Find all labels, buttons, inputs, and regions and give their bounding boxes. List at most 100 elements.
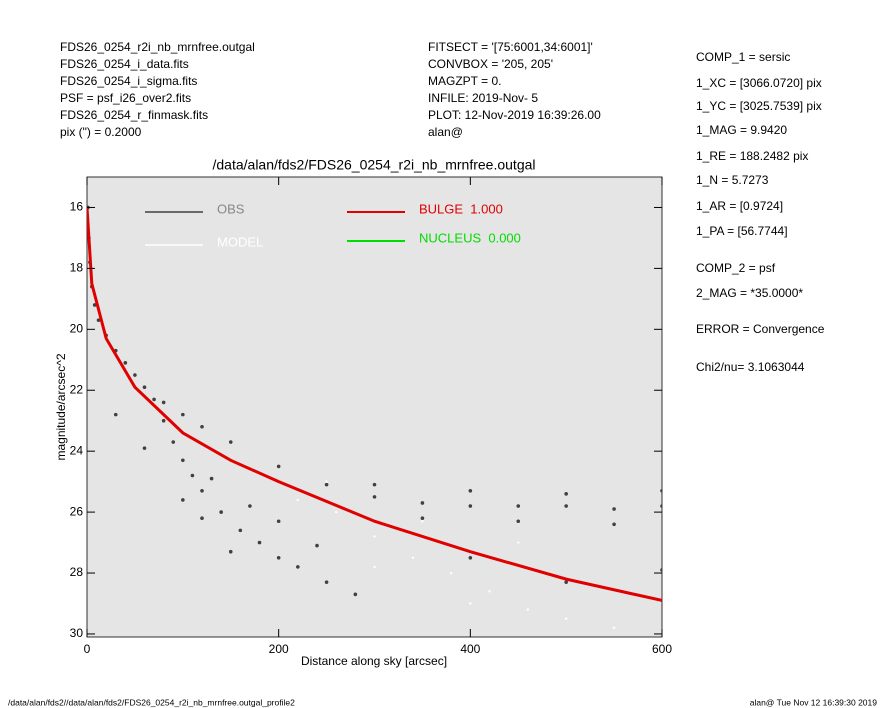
data-point bbox=[372, 495, 377, 499]
y-tick-label: 20 bbox=[70, 321, 84, 335]
legend-label: OBS bbox=[217, 201, 245, 216]
footer-right: alan@ Tue Nov 12 16:39:30 2019 bbox=[750, 697, 878, 707]
data-point bbox=[516, 504, 521, 508]
fit-parameter: 1_XC = [3066.0720] pix bbox=[696, 76, 822, 90]
data-point bbox=[372, 482, 377, 487]
header-center-line: alan@ bbox=[428, 125, 463, 139]
data-point bbox=[276, 555, 281, 560]
data-point bbox=[468, 555, 473, 560]
fit-parameter: COMP_1 = sersic bbox=[696, 50, 790, 64]
header-center-line: CONVBOX = '205, 205' bbox=[428, 57, 553, 71]
header-center-line: PLOT: 12-Nov-2019 16:39:26.00 bbox=[428, 108, 601, 122]
y-tick-label: 18 bbox=[70, 261, 84, 275]
data-point bbox=[181, 498, 185, 502]
data-point bbox=[161, 400, 166, 405]
data-point bbox=[526, 608, 530, 611]
data-point bbox=[248, 504, 252, 508]
data-point bbox=[421, 520, 424, 523]
data-point bbox=[517, 541, 520, 544]
data-point bbox=[564, 580, 568, 584]
fit-parameter: 2_MAG = *35.0000* bbox=[696, 286, 803, 300]
data-point bbox=[334, 510, 338, 514]
data-point bbox=[420, 501, 425, 505]
data-point bbox=[612, 522, 616, 527]
data-point bbox=[142, 385, 147, 389]
x-tick-label: 600 bbox=[652, 642, 672, 656]
data-point bbox=[181, 458, 185, 463]
model-line bbox=[87, 207, 662, 602]
data-point bbox=[353, 592, 358, 597]
data-point bbox=[660, 488, 662, 493]
footer-left: /data/alan/fds2//data/alan/fds2/FDS26_02… bbox=[8, 697, 295, 707]
data-point bbox=[92, 303, 97, 307]
y-tick-label: 30 bbox=[70, 626, 84, 640]
data-point bbox=[190, 473, 195, 478]
data-point bbox=[228, 549, 233, 554]
data-point bbox=[257, 540, 262, 545]
data-point bbox=[209, 476, 214, 481]
legend-label: BULGE 1.000 bbox=[419, 201, 503, 216]
data-point bbox=[411, 556, 415, 559]
y-tick-label: 28 bbox=[70, 565, 84, 579]
data-point bbox=[612, 507, 616, 511]
header-left-line: pix (") = 0.2000 bbox=[60, 125, 142, 139]
plot-area bbox=[86, 176, 663, 638]
fit-parameter: 1_AR = [0.9724] bbox=[696, 199, 783, 213]
data-point bbox=[200, 488, 204, 493]
header-center-line: INFILE: 2019-Nov- 5 bbox=[428, 91, 538, 105]
data-point bbox=[161, 418, 166, 423]
data-point bbox=[181, 412, 185, 417]
x-tick-label: 400 bbox=[460, 642, 480, 656]
header-left-line: FDS26_0254_r2i_nb_mrnfree.outgal bbox=[60, 40, 255, 54]
header-center-line: FITSECT = '[75:6001,34:6001]' bbox=[428, 40, 593, 54]
data-point bbox=[171, 440, 176, 444]
plot-marks bbox=[87, 205, 662, 636]
data-point bbox=[238, 528, 243, 533]
x-axis-label: Distance along sky [arcsec] bbox=[301, 654, 447, 668]
data-point bbox=[324, 580, 329, 584]
data-point bbox=[219, 510, 223, 514]
fit-parameter: 1_RE = 188.2482 pix bbox=[696, 149, 808, 163]
data-point bbox=[516, 519, 521, 524]
data-point bbox=[152, 397, 156, 402]
data-point bbox=[315, 543, 319, 548]
data-point bbox=[276, 519, 281, 524]
fit-parameter: 1_N = 5.7273 bbox=[696, 173, 769, 187]
data-point bbox=[296, 498, 300, 502]
data-point bbox=[113, 412, 118, 417]
header-left-line: FDS26_0254_r_finmask.fits bbox=[60, 108, 208, 122]
y-tick-label: 22 bbox=[70, 382, 84, 396]
data-point bbox=[373, 535, 376, 538]
data-point bbox=[200, 425, 204, 429]
data-point bbox=[228, 440, 233, 444]
header-left-line: PSF = psf_i26_over2.fits bbox=[60, 91, 191, 105]
x-tick-label: 0 bbox=[84, 642, 91, 656]
data-point bbox=[133, 373, 137, 377]
data-point bbox=[469, 602, 472, 605]
chart-title: /data/alan/fds2/FDS26_0254_r2i_nb_mrnfre… bbox=[213, 157, 536, 173]
data-point bbox=[564, 504, 568, 508]
data-point bbox=[488, 590, 491, 593]
data-point bbox=[420, 516, 425, 520]
x-tick-label: 200 bbox=[269, 642, 289, 656]
data-point bbox=[325, 480, 328, 483]
data-point bbox=[324, 482, 329, 487]
y-tick-label: 24 bbox=[70, 443, 84, 457]
data-point bbox=[373, 565, 376, 569]
fit-parameter: 1_YC = [3025.7539] pix bbox=[696, 99, 822, 113]
fit-parameter: 1_MAG = 9.9420 bbox=[696, 123, 787, 137]
data-point bbox=[200, 516, 204, 520]
data-point bbox=[468, 504, 473, 508]
data-point bbox=[96, 318, 101, 322]
fit-parameter: 1_PA = [56.7744] bbox=[696, 224, 788, 238]
data-point bbox=[564, 492, 568, 496]
data-point bbox=[123, 361, 128, 365]
y-tick-label: 16 bbox=[70, 200, 84, 214]
fit-parameter: Chi2/nu= 3.1063044 bbox=[696, 360, 805, 374]
data-point bbox=[296, 565, 300, 569]
data-point bbox=[142, 446, 147, 450]
data-point bbox=[564, 617, 568, 620]
y-axis-label: magnitude/arcsec^2 bbox=[54, 353, 68, 460]
data-point bbox=[449, 571, 453, 575]
